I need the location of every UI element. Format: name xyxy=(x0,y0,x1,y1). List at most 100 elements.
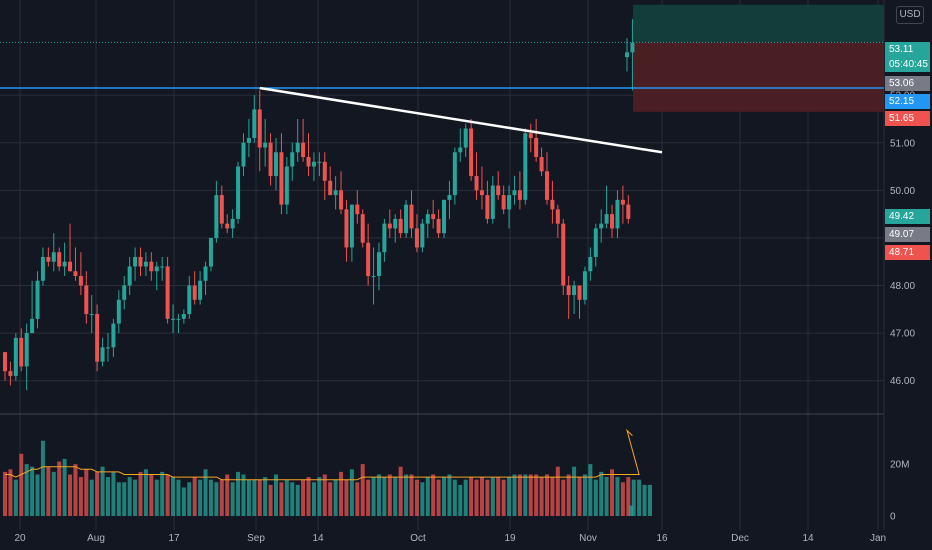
volume-bar xyxy=(339,471,344,516)
volume-bar xyxy=(593,479,598,516)
volume-bar xyxy=(409,474,414,516)
time-tick-label: Jan xyxy=(870,533,886,544)
volume-bar xyxy=(208,479,213,516)
volume-bar xyxy=(133,479,138,516)
volume-bar xyxy=(425,477,430,516)
volume-bar xyxy=(295,484,300,516)
candle-body xyxy=(257,109,262,148)
candle-body xyxy=(409,204,414,229)
time-tick-label: 16 xyxy=(656,533,668,544)
volume-bar xyxy=(116,482,121,516)
candle-body xyxy=(95,314,100,362)
volume-bar xyxy=(73,464,78,516)
volume-bar xyxy=(8,469,13,516)
volume-bar xyxy=(615,477,620,516)
volume-bar xyxy=(637,479,642,516)
drawn-lines[interactable] xyxy=(0,41,884,154)
candle-body xyxy=(507,195,512,210)
volume-bar xyxy=(376,474,381,516)
volume-bar xyxy=(68,474,73,516)
volume-bar xyxy=(46,466,51,516)
volume-bar xyxy=(398,466,403,516)
volume-bar xyxy=(241,474,246,516)
price-label-badge: 53.06 xyxy=(885,76,930,91)
volume-bar xyxy=(539,477,544,516)
time-tick-label: Nov xyxy=(579,533,597,544)
volume-bar xyxy=(604,477,609,516)
candle-body xyxy=(225,223,230,229)
trend-line xyxy=(259,86,663,154)
candle-body xyxy=(68,261,73,272)
candle-body xyxy=(78,276,83,286)
time-tick-label: 14 xyxy=(802,533,814,544)
volume-bar xyxy=(371,477,376,516)
volume-bar xyxy=(257,479,262,516)
candle-body xyxy=(382,223,387,253)
volume-bar xyxy=(122,482,127,516)
candle-body xyxy=(463,128,468,148)
candle-body xyxy=(528,133,533,138)
candle-body xyxy=(246,138,251,143)
candle-body xyxy=(154,266,159,272)
volume-bar xyxy=(463,479,468,516)
candle-body xyxy=(479,190,484,196)
candle-body xyxy=(355,204,360,215)
candle-body xyxy=(610,214,615,229)
candle-body xyxy=(545,171,549,200)
volume-bar xyxy=(629,505,633,516)
volume-bar xyxy=(19,453,24,516)
volume-bar xyxy=(105,477,110,516)
candle-body xyxy=(100,347,105,362)
candle-body xyxy=(268,142,273,177)
volume-bar xyxy=(84,469,89,516)
price-label-badge: 49.42 xyxy=(885,209,930,224)
candle-body xyxy=(219,195,224,224)
price-label-badge: 53.11 xyxy=(885,42,930,57)
candle-body xyxy=(252,109,257,138)
candle-body xyxy=(274,152,278,177)
volume-bar xyxy=(192,477,197,516)
candle-body xyxy=(458,147,463,153)
volume-bar xyxy=(588,464,593,516)
candle-body xyxy=(630,42,635,53)
volume-bar xyxy=(171,477,176,516)
volume-bar xyxy=(447,474,452,516)
volume-bar xyxy=(89,479,94,516)
candle-body xyxy=(328,180,333,196)
candle-body xyxy=(620,199,625,205)
candle-body xyxy=(452,152,457,196)
currency-button[interactable]: USD xyxy=(896,6,924,24)
volume-bar xyxy=(523,474,528,516)
candle-body xyxy=(8,371,13,376)
volume-tick-label: 0 xyxy=(890,512,896,523)
candle-body xyxy=(501,195,506,210)
candle-body xyxy=(149,261,154,272)
candle-body xyxy=(615,199,620,229)
volume-bar xyxy=(290,482,295,516)
volume-bar xyxy=(3,471,7,516)
time-tick-label: Aug xyxy=(87,533,105,544)
volume-bar xyxy=(35,474,40,516)
volume-bar xyxy=(474,479,479,516)
candle-body xyxy=(599,223,604,229)
candle-body xyxy=(566,285,571,296)
candle-body xyxy=(366,242,371,276)
candle-body xyxy=(40,256,45,281)
time-tick-label: Dec xyxy=(731,533,749,544)
candle-body xyxy=(339,190,344,210)
volume-bar xyxy=(149,474,154,516)
candle-body xyxy=(263,142,268,148)
volume-bar xyxy=(268,484,273,516)
time-tick-label: Oct xyxy=(410,533,426,544)
volume-bar xyxy=(279,482,284,516)
candle-body xyxy=(371,276,376,277)
candle-body xyxy=(143,261,148,267)
candle-body xyxy=(398,218,403,234)
candle-body xyxy=(301,142,306,158)
volume-bar xyxy=(355,482,360,516)
volume-bar xyxy=(57,461,62,516)
candle-body xyxy=(604,214,609,224)
candle-body xyxy=(485,195,490,219)
candle-body xyxy=(171,318,176,320)
